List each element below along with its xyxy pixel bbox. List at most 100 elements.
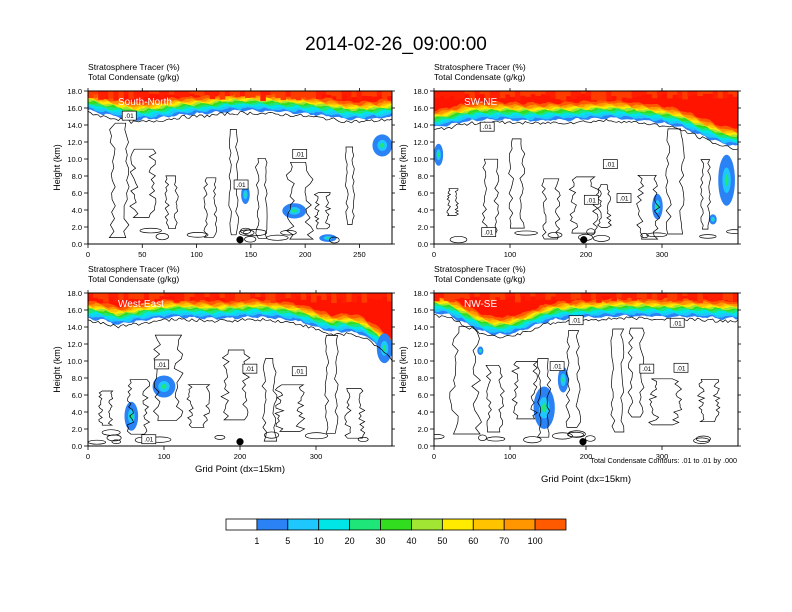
tracer-stripe bbox=[682, 293, 688, 297]
tracer-stripe bbox=[687, 293, 693, 298]
tracer-stripe bbox=[280, 91, 287, 101]
subtitle-total-condensate: Total Condensate (g/kg) bbox=[434, 274, 525, 284]
tracer-stripe bbox=[712, 91, 719, 99]
tracer-stripe bbox=[732, 91, 738, 97]
tracer-stripe bbox=[469, 293, 476, 297]
tracer-stripe bbox=[275, 91, 282, 98]
contour-label: .01 bbox=[245, 366, 254, 373]
condensate-contour bbox=[536, 358, 552, 438]
tracer-stripe bbox=[707, 293, 714, 301]
condensate-contour bbox=[636, 174, 661, 240]
tracer-stripe bbox=[331, 293, 337, 304]
tracer-stripe bbox=[265, 293, 271, 301]
y-tick-label: 4.0 bbox=[72, 408, 82, 417]
condensate-contour bbox=[446, 188, 459, 216]
tracer-stripe bbox=[341, 91, 347, 95]
tracer-stripe bbox=[366, 293, 373, 299]
tracer-layer-11 bbox=[434, 91, 738, 129]
contour-label: .01 bbox=[642, 366, 651, 373]
tracer-blob-peak bbox=[326, 237, 330, 239]
tracer-stripe bbox=[662, 293, 668, 296]
condensate-contour-low bbox=[434, 434, 445, 440]
condensate-contour-low bbox=[547, 231, 563, 238]
condensate-contour bbox=[153, 334, 184, 422]
tracer-blob-peak bbox=[291, 209, 297, 213]
condensate-contour-low bbox=[214, 435, 226, 440]
tracer-stripe bbox=[444, 91, 450, 99]
colorbar-box bbox=[503, 518, 536, 531]
tracer-stripe bbox=[697, 293, 704, 304]
condensate-contour-low bbox=[264, 431, 280, 439]
tracer-stripe bbox=[499, 91, 506, 99]
tracer-stripe bbox=[510, 91, 516, 97]
condensate-contour-top bbox=[88, 110, 392, 125]
x-tick-label: 100 bbox=[504, 250, 517, 259]
tracer-stripe bbox=[621, 91, 628, 98]
x-axis-label: Grid Point (dx=15km) bbox=[541, 474, 631, 485]
tracer-stripe bbox=[722, 293, 729, 300]
tracer-stripe bbox=[707, 91, 714, 94]
tracer-stripe bbox=[174, 91, 180, 96]
tracer-stripe bbox=[555, 293, 562, 301]
condensate-contour-low bbox=[357, 436, 369, 442]
condensate-contour bbox=[485, 364, 505, 433]
location-marker bbox=[579, 438, 587, 446]
tracer-stripe bbox=[270, 293, 276, 304]
tracer-stripe bbox=[727, 293, 734, 302]
tracer-stripe bbox=[464, 293, 470, 299]
tracer-stripe bbox=[667, 91, 673, 99]
tracer-stripe bbox=[361, 91, 368, 96]
condensate-contour bbox=[697, 378, 721, 423]
tracer-stripe bbox=[93, 293, 99, 298]
tracer-stripe bbox=[128, 293, 135, 299]
condensate-contour bbox=[164, 175, 179, 230]
tracer-stripe bbox=[285, 293, 292, 299]
contour-label: .01 bbox=[237, 182, 246, 189]
contour-label: .01 bbox=[483, 124, 492, 131]
tracer-stripe bbox=[169, 91, 175, 95]
tracer-stripe bbox=[184, 293, 190, 301]
tracer-stripe bbox=[717, 293, 724, 300]
tracer-stripe bbox=[540, 293, 546, 299]
tracer-stripe bbox=[540, 91, 546, 95]
condensate-contour bbox=[481, 158, 500, 235]
colorbar-label: 30 bbox=[376, 536, 386, 546]
tracer-stripe bbox=[93, 91, 99, 94]
tracer-stripe bbox=[687, 91, 693, 97]
condensate-contour bbox=[610, 328, 625, 433]
tracer-stripe bbox=[631, 91, 638, 98]
subtitle-total-condensate: Total Condensate (g/kg) bbox=[88, 274, 179, 284]
subtitle-stratosphere-tracer: Stratosphere Tracer (%) bbox=[88, 264, 180, 274]
contour-label-box bbox=[154, 359, 170, 370]
condensate-contour-low bbox=[155, 233, 169, 241]
tracer-stripe bbox=[103, 293, 109, 303]
condensate-contour bbox=[665, 128, 685, 235]
tracer-stripe bbox=[179, 91, 185, 98]
y-tick-label: 8.0 bbox=[72, 172, 82, 181]
contour-label-box bbox=[669, 317, 685, 328]
tracer-stripe bbox=[255, 293, 261, 298]
colorbar-label: 50 bbox=[437, 536, 447, 546]
y-tick-label: 4.0 bbox=[72, 206, 82, 215]
tracer-stripe bbox=[361, 293, 368, 303]
tracer-stripe bbox=[133, 91, 140, 99]
tracer-stripe bbox=[148, 293, 155, 303]
tracer-stripe bbox=[626, 91, 633, 99]
panel-west-east: Stratosphere Tracer (%)Total Condensate … bbox=[52, 264, 395, 475]
condensate-contour-low bbox=[523, 436, 542, 444]
subtitle-total-condensate: Total Condensate (g/kg) bbox=[88, 72, 179, 82]
contour-label-box bbox=[233, 179, 249, 190]
tracer-stripe bbox=[331, 91, 337, 97]
tracer-stripe bbox=[158, 293, 165, 297]
plot-area: .01 .01 .01 .01 .01 NW-SE bbox=[434, 293, 738, 446]
contour-label-box bbox=[141, 434, 157, 445]
tracer-stripe bbox=[204, 91, 211, 95]
x-tick-label: 200 bbox=[299, 250, 312, 259]
tracer-stripe bbox=[158, 91, 165, 98]
tracer-stripe bbox=[103, 91, 109, 100]
tracer-stripe bbox=[366, 91, 373, 97]
tracer-stripe bbox=[184, 91, 190, 98]
y-tick-label: 2.0 bbox=[418, 425, 428, 434]
tracer-stripe bbox=[672, 293, 678, 303]
tracer-stripe bbox=[626, 293, 633, 298]
